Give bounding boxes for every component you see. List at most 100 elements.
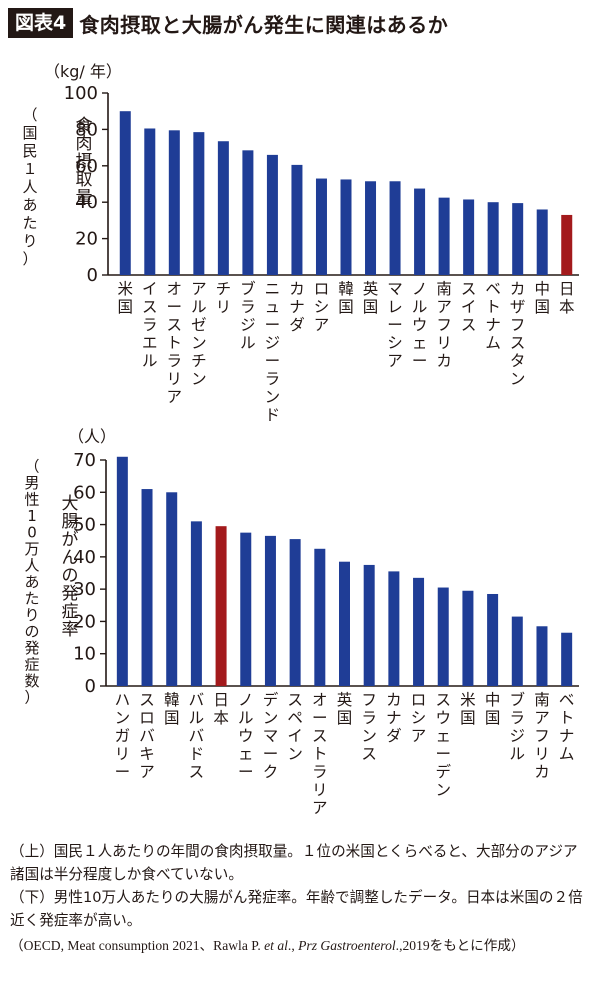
y-axis-note: （国民１人あたり） — [22, 106, 37, 268]
category-label: オーストラリア — [312, 691, 328, 817]
bar — [365, 181, 377, 275]
y-tick-label: 10 — [73, 644, 96, 665]
y-unit-label: （kg/ 年） — [44, 62, 122, 81]
caption: （上）国民１人あたりの年間の食肉摂取量。１位の米国とくらべると、大部分のアジア諸… — [10, 840, 590, 957]
y-tick-label: 100 — [64, 83, 98, 104]
y-tick-label: 50 — [73, 515, 96, 536]
bar — [264, 535, 276, 686]
category-label: チリ — [216, 280, 232, 316]
y-tick-label: 20 — [73, 611, 96, 632]
bar — [193, 132, 205, 275]
y-tick-label: 70 — [73, 450, 96, 471]
y-tick-label: 0 — [87, 265, 98, 286]
page-title: 図表4 食肉摂取と大腸がん発生に関連はあるか — [8, 7, 448, 39]
bar — [166, 492, 178, 686]
category-label: 英国 — [363, 280, 379, 316]
category-label: 米国 — [460, 691, 476, 727]
bar — [389, 181, 401, 275]
y-tick-label: 40 — [75, 192, 98, 213]
category-label: ロシア — [314, 280, 330, 334]
category-label: 南アフリカ — [534, 691, 550, 781]
category-label: マレーシア — [387, 280, 403, 370]
bar — [190, 521, 202, 686]
bar — [388, 571, 400, 686]
bar — [215, 526, 227, 686]
title-text: 食肉摂取と大腸がん発生に関連はあるか — [79, 12, 449, 37]
bar — [266, 154, 278, 275]
category-label: バルバドス — [189, 691, 205, 781]
source-part: ., — [287, 938, 299, 953]
bar — [463, 199, 475, 275]
bar — [512, 203, 524, 275]
bar — [536, 626, 548, 686]
bar — [168, 130, 180, 275]
category-label: 米国 — [118, 280, 134, 316]
source-part: Prz Gastroenterol — [298, 938, 396, 953]
caption-bottom: （下）男性10万人あたりの大腸がん発症率。年齢で調整したデータ。日本は米国の２倍… — [10, 889, 583, 929]
category-label: ベトナム — [485, 280, 501, 352]
category-label: アルゼンチン — [191, 280, 207, 388]
category-label: ブラジル — [240, 279, 256, 352]
bar — [487, 593, 499, 686]
bar — [141, 489, 153, 686]
y-unit-label: （人） — [68, 427, 116, 446]
bar — [339, 561, 350, 686]
y-tick-label: 60 — [75, 156, 98, 177]
category-label: 韓国 — [164, 691, 180, 727]
category-label: スロバキア — [139, 691, 155, 781]
bar — [242, 150, 254, 275]
category-label: 日本 — [559, 280, 575, 316]
category-label: イスラエル — [142, 280, 158, 370]
bar — [314, 548, 326, 686]
colorectal-cancer-chart: 0 10 20 30 40 50 60 70 （人） 大腸がんの発症率 （男性 1 0 万人あたりの発症数… — [24, 427, 579, 817]
y-tick-label: 20 — [75, 229, 98, 250]
category-label: カナダ — [386, 691, 402, 745]
bar — [289, 539, 301, 686]
category-label: ブラジル — [510, 690, 526, 763]
source-part: .,2019をもとに作成） — [395, 938, 525, 953]
category-label: ハンガリー — [115, 691, 131, 781]
bar — [217, 141, 229, 275]
category-label: カナダ — [289, 280, 305, 334]
y-tick-label: 40 — [73, 547, 96, 568]
y-axis-note: （男性 1 0 万人あたりの発症数） — [24, 458, 39, 707]
bar — [561, 214, 573, 275]
bar — [561, 632, 573, 686]
category-label: スイス — [461, 280, 477, 334]
bar — [291, 164, 303, 275]
bar — [511, 616, 523, 686]
bar — [119, 111, 131, 275]
figure-label: 図表4 — [8, 8, 74, 38]
bar — [487, 202, 499, 275]
bar — [315, 178, 327, 275]
category-label: ノルウェー — [238, 691, 254, 781]
category-label: 韓国 — [338, 280, 354, 316]
category-label: 中国 — [485, 691, 501, 727]
y-axis-title: 食肉摂取量 — [76, 116, 93, 208]
y-tick-label: 30 — [73, 579, 96, 600]
y-tick-label: 60 — [73, 482, 96, 503]
category-label: 南アフリカ — [436, 280, 452, 370]
bar — [116, 456, 128, 686]
meat-consumption-chart: 0 20 40 60 80 100 （kg/ 年） 食肉摂取量 （国民１人あたり） 米国イスラエル… — [22, 62, 579, 424]
source-part: et al — [264, 938, 288, 953]
bar — [462, 590, 474, 686]
category-label: 中国 — [534, 280, 550, 316]
category-label: スウェーデン — [435, 691, 451, 799]
bar — [413, 577, 425, 686]
y-tick-label: 0 — [85, 676, 96, 697]
category-label: 日本 — [213, 691, 229, 727]
category-label: ニュージーランド — [265, 280, 281, 424]
category-label: 英国 — [337, 691, 353, 727]
bar — [414, 188, 426, 275]
category-label: ロシア — [411, 691, 427, 745]
category-label: カザフスタン — [510, 280, 526, 388]
y-tick-label: 80 — [75, 119, 98, 140]
category-label: フランス — [361, 691, 377, 763]
bar — [438, 197, 450, 275]
category-label: ベトナム — [559, 691, 575, 763]
category-label: デンマーク — [263, 690, 279, 781]
source-part: （OECD, Meat consumption 2021、Rawla P. — [10, 938, 265, 953]
caption-top: （上）国民１人あたりの年間の食肉摂取量。１位の米国とくらべると、大部分のアジア諸… — [10, 843, 578, 883]
category-label: スペイン — [287, 691, 303, 763]
